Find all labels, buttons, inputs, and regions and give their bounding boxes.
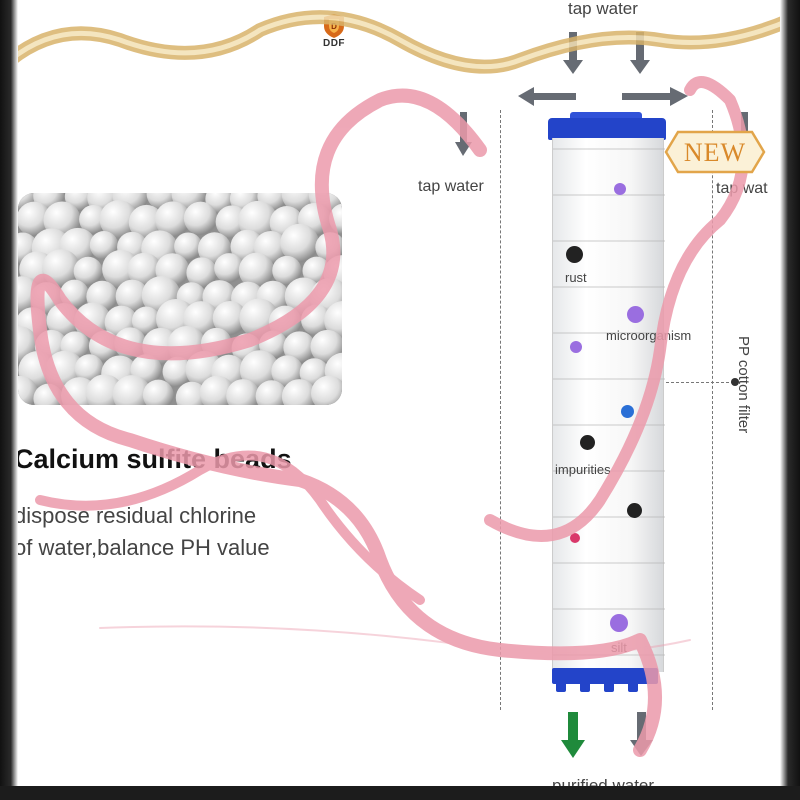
bead bbox=[183, 201, 218, 235]
rust-label: rust bbox=[565, 270, 587, 285]
frame-right-edge bbox=[780, 0, 800, 800]
filter-ridge bbox=[553, 286, 665, 288]
filter-ridge bbox=[553, 194, 665, 196]
bead bbox=[114, 327, 147, 360]
contaminant-dot bbox=[627, 503, 642, 518]
down-arrow-icon bbox=[455, 112, 472, 156]
left-arrow-icon bbox=[518, 87, 576, 106]
filter-bottom-tooth bbox=[604, 680, 614, 692]
beads-description-line-1: dispose residual chlorine bbox=[14, 503, 257, 528]
beads-description-line-2: of water,balance PH value bbox=[14, 535, 270, 560]
filter-ridge bbox=[553, 562, 665, 564]
calcium-sulfite-beads-photo bbox=[18, 193, 342, 405]
contaminant-dot bbox=[621, 405, 634, 418]
filter-ridge bbox=[553, 378, 665, 380]
impurities-label: impurities bbox=[555, 462, 611, 477]
filter-bottom-tooth bbox=[628, 680, 638, 692]
tap-water-left-label: tap water bbox=[418, 178, 484, 195]
brand-logo: D DDF bbox=[316, 14, 352, 49]
contaminant-dot bbox=[627, 306, 644, 323]
frame-left-edge bbox=[0, 0, 18, 800]
filter-bottom-tooth bbox=[580, 680, 590, 692]
down-arrow-icon bbox=[563, 32, 583, 74]
filter-ridge bbox=[553, 608, 665, 610]
frame-bottom-edge bbox=[0, 786, 800, 800]
down-arrow-icon bbox=[630, 712, 653, 756]
down-arrow-icon bbox=[561, 712, 585, 758]
filter-ridge bbox=[553, 148, 665, 150]
filter-ridge bbox=[553, 516, 665, 518]
impurities-dot bbox=[580, 435, 595, 450]
silt-label: silt bbox=[611, 640, 627, 655]
brand-name: DDF bbox=[322, 38, 346, 49]
pp-cotton-filter-label: PP cotton filter bbox=[735, 336, 752, 434]
new-badge-text: NEW bbox=[683, 138, 747, 167]
silt-dot bbox=[610, 614, 628, 632]
filter-top-cap bbox=[548, 118, 666, 140]
rust-dot bbox=[566, 246, 583, 263]
tap-water-top-label: tap water bbox=[568, 0, 638, 18]
down-arrow-icon bbox=[630, 32, 650, 74]
contaminant-dot bbox=[570, 533, 580, 543]
filter-ridge bbox=[553, 654, 665, 656]
right-guide-line bbox=[712, 110, 713, 710]
microorganism-label: microorganism bbox=[606, 328, 692, 343]
tap-water-right-label: tap wat bbox=[716, 180, 768, 197]
pp-cotton-filter-cartridge bbox=[552, 138, 665, 672]
filter-bottom-tooth bbox=[556, 680, 566, 692]
filter-ridge bbox=[553, 424, 665, 426]
left-guide-line bbox=[500, 110, 501, 710]
brand-shield-icon: D bbox=[324, 14, 344, 38]
new-badge: NEW bbox=[664, 128, 766, 176]
beads-title: Calcium sulfite beads bbox=[14, 444, 292, 474]
contaminant-dot bbox=[614, 183, 626, 195]
filter-ridge bbox=[553, 240, 665, 242]
right-arrow-icon bbox=[622, 87, 688, 106]
svg-text:D: D bbox=[331, 22, 337, 31]
contaminant-dot bbox=[570, 341, 582, 353]
